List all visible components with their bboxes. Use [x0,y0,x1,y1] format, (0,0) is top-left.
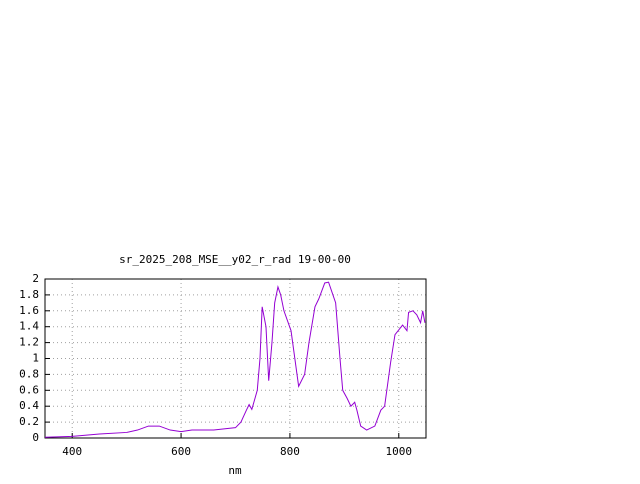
y-tick-label: 0.6 [19,383,39,396]
y-tick-label: 1.4 [19,320,39,333]
y-tick-label: 2 [32,272,39,285]
y-tick-label: 1.8 [19,288,39,301]
x-axis-label: nm [228,464,242,477]
y-tick-label: 0.4 [19,399,39,412]
x-tick-label: 600 [171,445,191,458]
x-tick-label: 800 [280,445,300,458]
chart-title: sr_2025_208_MSE__y02_r_rad 19-00-00 [119,253,351,266]
data-line [44,281,426,438]
y-tick-label: 1 [32,352,39,365]
y-tick-label: 1.6 [19,304,39,317]
y-tick-label: 0.2 [19,415,39,428]
y-tick-label: 0.8 [19,367,39,380]
plot-frame [44,278,427,439]
x-tick-label: 400 [62,445,82,458]
y-tick-label: 0 [32,431,39,444]
y-tick-label: 1.2 [19,336,39,349]
x-tick-label: 1000 [386,445,413,458]
